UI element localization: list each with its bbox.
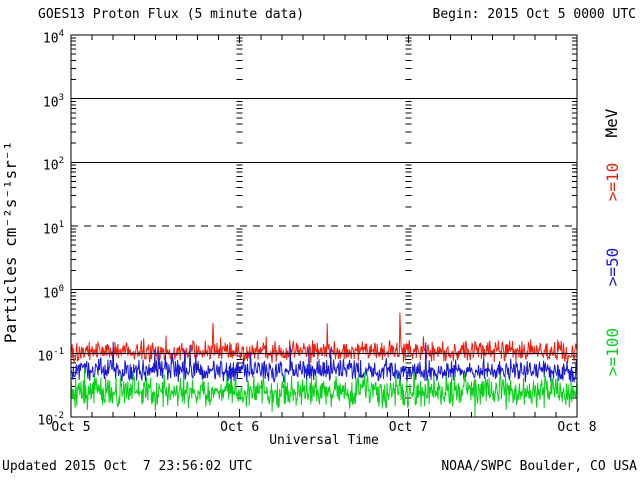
- plot-frame: [70, 34, 578, 418]
- legend-label-ge10: >=10: [603, 162, 622, 202]
- series-line-p_gt50: [71, 341, 577, 384]
- major-gridlines: [71, 98, 577, 354]
- legend-units-label: MeV: [602, 108, 621, 138]
- x-axis-title: Universal Time: [269, 433, 379, 448]
- y-tick-label: 10-2: [37, 411, 65, 429]
- x-tick-label: Oct 8: [557, 420, 597, 435]
- source-credit: NOAA/SWPC Boulder, CO USA: [441, 459, 637, 474]
- y-tick-label: 104: [42, 29, 64, 47]
- legend-label-ge50: >=50: [603, 247, 622, 287]
- y-axis-title: Particles cm⁻²s⁻¹sr⁻¹: [1, 140, 20, 344]
- begin-timestamp: Begin: 2015 Oct 5 0000 UTC: [432, 7, 637, 22]
- y-tick-label: 103: [42, 92, 64, 110]
- series-lines: [71, 312, 577, 417]
- y-tick-label: 100: [42, 283, 64, 301]
- y-tick-label: 101: [42, 220, 64, 238]
- y-tick-label: 102: [42, 156, 64, 174]
- y-tick-label: 10-1: [37, 347, 65, 365]
- series-line-p_gt10: [71, 312, 577, 364]
- chart-title: GOES13 Proton Flux (5 minute data): [38, 7, 305, 22]
- updated-timestamp: Updated 2015 Oct 7 23:56:02 UTC: [2, 459, 253, 474]
- x-tick-label: Oct 5: [51, 420, 91, 435]
- x-tick-label: Oct 7: [388, 420, 428, 435]
- x-tick-label: Oct 6: [220, 420, 260, 435]
- series-line-p_gt100: [71, 369, 577, 417]
- legend-label-ge100: >=100: [603, 327, 622, 377]
